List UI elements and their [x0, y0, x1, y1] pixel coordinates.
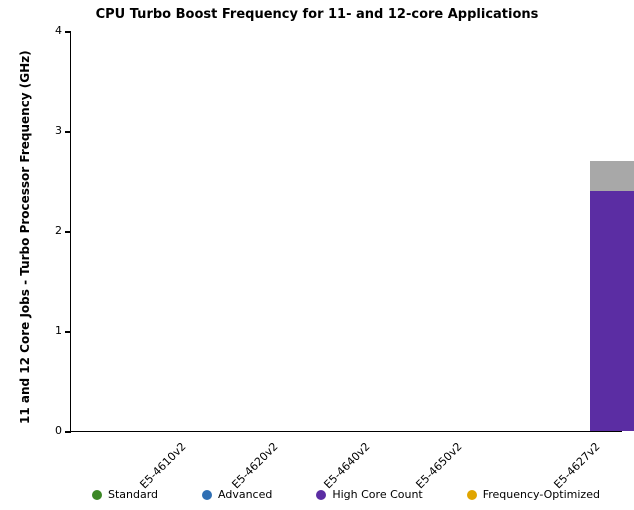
x-tick-label: E5-4640v2 [321, 440, 372, 491]
legend-item: Advanced [202, 488, 272, 501]
legend-label: Advanced [218, 488, 272, 501]
x-tick-label: E5-4627v2 [551, 440, 602, 491]
legend-item: Frequency-Optimized [467, 488, 600, 501]
y-tick-label: 4 [40, 24, 62, 37]
legend-swatch [467, 490, 477, 500]
legend-item: High Core Count [316, 488, 422, 501]
plot-area [70, 32, 622, 432]
bar [590, 191, 634, 431]
legend-swatch [92, 490, 102, 500]
y-tick-label: 2 [40, 224, 62, 237]
y-tick [65, 131, 71, 133]
y-tick-label: 1 [40, 324, 62, 337]
y-axis-label: 11 and 12 Core Jobs - Turbo Processor Fr… [18, 50, 32, 424]
legend: Standard Advanced High Core Count Frequency… [70, 488, 622, 501]
legend-swatch [316, 490, 326, 500]
y-tick-label: 0 [40, 424, 62, 437]
y-tick [65, 31, 71, 33]
y-tick [65, 231, 71, 233]
x-tick-label: E5-4650v2 [413, 440, 464, 491]
chart-title: CPU Turbo Boost Frequency for 11- and 12… [0, 7, 634, 22]
y-tick [65, 431, 71, 433]
legend-label: High Core Count [332, 488, 422, 501]
x-tick-label: E5-4620v2 [229, 440, 280, 491]
legend-swatch [202, 490, 212, 500]
x-tick-label: E5-4610v2 [137, 440, 188, 491]
legend-item: Standard [92, 488, 158, 501]
legend-label: Frequency-Optimized [483, 488, 600, 501]
y-tick [65, 331, 71, 333]
y-tick-label: 3 [40, 124, 62, 137]
chart-container: CPU Turbo Boost Frequency for 11- and 12… [0, 0, 634, 510]
legend-label: Standard [108, 488, 158, 501]
